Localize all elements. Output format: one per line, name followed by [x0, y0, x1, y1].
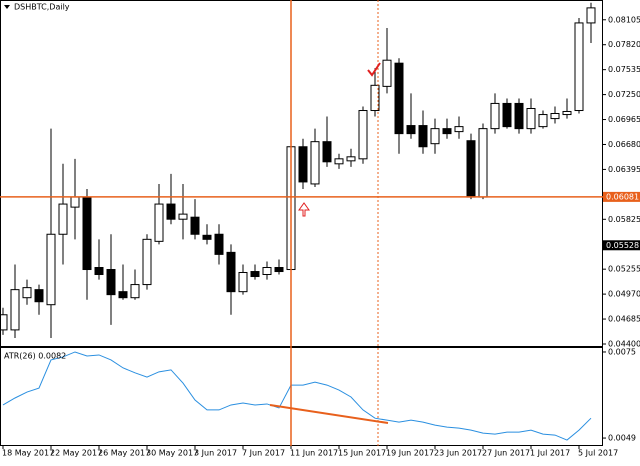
y-tick-label: 0.07250 [608, 90, 640, 99]
y-tick-label: 0.06965 [608, 115, 640, 124]
x-tick-label: 11 Jun 2017 [290, 449, 338, 458]
candle-body [418, 125, 428, 148]
candle-body [370, 84, 380, 112]
y-tick-label: 0.07535 [608, 65, 640, 74]
candle-body [106, 269, 116, 296]
y-tick-label: 0.06395 [608, 165, 640, 174]
candle-body [394, 62, 404, 135]
x-tick-label: 26 May 2017 [98, 449, 150, 458]
candle-body [82, 196, 92, 271]
y-tick-label: 0.05255 [608, 265, 640, 274]
candle-body [58, 203, 68, 235]
x-tick-label: 22 May 2017 [50, 449, 102, 458]
x-tick-label: 7 Jun 2017 [242, 449, 285, 458]
candle-body [34, 289, 44, 303]
y-tick-label: 0.04400 [608, 339, 640, 348]
candle-body [346, 156, 356, 162]
main-frame [0, 0, 603, 347]
atr-frame [0, 347, 603, 446]
candle-body [166, 203, 176, 220]
candle-body [478, 128, 488, 198]
candle-body [442, 128, 452, 135]
candle-body [322, 141, 332, 163]
candle-body [262, 267, 272, 276]
atr-line [2, 351, 592, 441]
candle-body [466, 140, 476, 198]
check-mark [367, 62, 381, 77]
candle-body [550, 112, 560, 120]
y-tick-label: 0.05825 [608, 215, 640, 224]
up-arrow [298, 202, 310, 217]
menu-triangle [4, 5, 10, 9]
candle-body [94, 267, 104, 276]
x-tick-label: 1 Jul 2017 [530, 449, 570, 458]
x-tick-label: 23 Jun 2017 [434, 449, 482, 458]
x-tick-label: 5 Jul 2017 [578, 449, 618, 458]
y-tick-label: 0.07820 [608, 40, 640, 49]
candle-body [190, 216, 200, 235]
y-tick-label: 0.08105 [608, 15, 640, 24]
x-tick-label: 19 Jun 2017 [386, 449, 434, 458]
candle-body [334, 158, 344, 165]
candle-body [430, 128, 440, 145]
candle-body [46, 233, 56, 306]
chart-title: DSHBTC,Daily [14, 3, 70, 12]
x-tick-label: 18 May 2017 [2, 449, 54, 458]
price-label-box [603, 240, 640, 251]
candle-body [526, 108, 536, 130]
candle-body [502, 102, 512, 128]
price-label: 0.05528 [606, 241, 639, 250]
candle-body [70, 196, 80, 208]
candle-body [562, 110, 572, 116]
candle-body [574, 22, 584, 112]
candle-body [406, 125, 416, 135]
candle-body [358, 110, 368, 160]
atr-title: ATR(26) 0.0082 [4, 352, 66, 361]
candle-body [298, 146, 308, 183]
candle-body [214, 233, 224, 255]
candle-body [238, 271, 248, 293]
candle-body [0, 314, 8, 331]
level-label-box [603, 191, 640, 202]
candle-body [538, 114, 548, 128]
y-tick-label: 0.06680 [608, 140, 640, 149]
candle-body [130, 284, 140, 299]
candle-body [310, 141, 320, 185]
candle-body [178, 213, 188, 220]
candle-body [586, 7, 596, 24]
candle-body [274, 267, 284, 273]
x-tick-label: 27 Jun 2017 [482, 449, 530, 458]
x-tick-label: 3 Jun 2017 [194, 449, 237, 458]
atr-trendline [269, 404, 389, 424]
candle-body [202, 234, 212, 240]
candle-body [226, 251, 236, 293]
level-label: 0.06081 [606, 192, 639, 201]
candle-body [454, 126, 464, 133]
candle-body [118, 291, 128, 299]
y-tick-label: 0.0049 [608, 434, 636, 443]
candle-body [250, 271, 260, 278]
candle-body [490, 102, 500, 130]
y-tick-label: 0.0075 [608, 347, 636, 356]
candle-body [10, 289, 20, 331]
y-tick-label: 0.04970 [608, 290, 640, 299]
candle-body [154, 203, 164, 242]
y-tick-label: 0.04685 [608, 315, 640, 324]
candle-body [22, 287, 32, 299]
x-tick-label: 30 May 2017 [146, 449, 198, 458]
candle-body [514, 102, 524, 130]
candle-body [382, 59, 392, 87]
candle-body [142, 238, 152, 286]
x-tick-label: 15 Jun 2017 [338, 449, 386, 458]
